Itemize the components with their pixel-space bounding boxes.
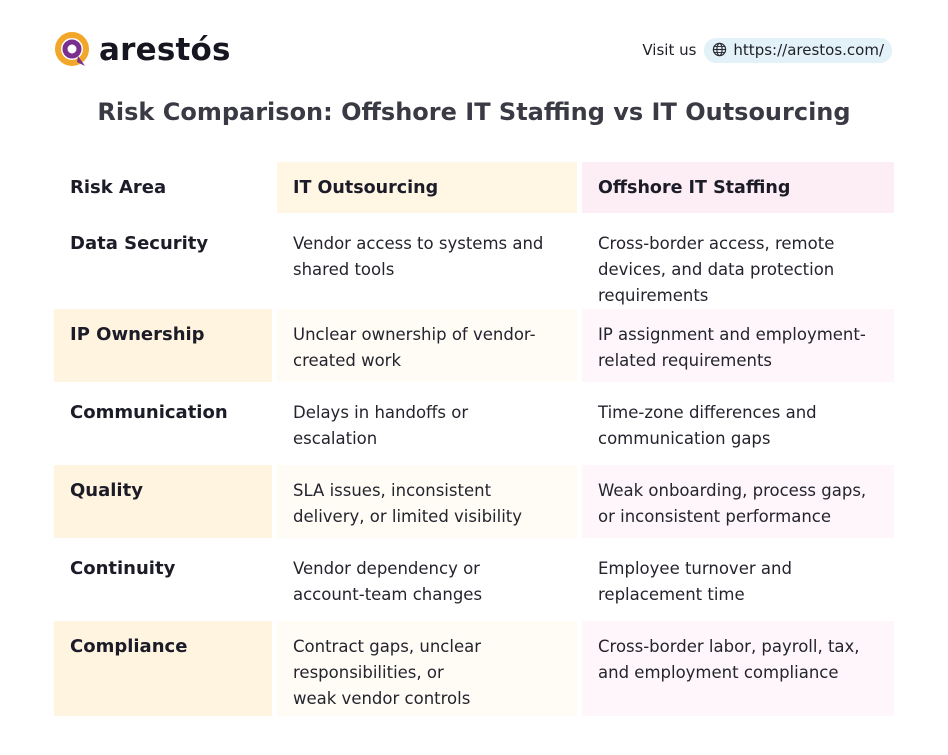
cell-line: Delays in handoffs or <box>293 403 469 422</box>
cell-line: delivery, or limited visibility <box>293 507 523 526</box>
cell-line: requirements <box>598 286 709 305</box>
staffing-cell: Cross-border access, remote devices, and … <box>582 218 894 305</box>
cell-line: escalation <box>293 429 378 448</box>
risk-area-cell: Compliance <box>54 621 272 716</box>
globe-icon <box>713 42 727 57</box>
cell-line: Contract gaps, unclear <box>293 637 481 656</box>
staffing-cell: Employee turnover and replacement time <box>582 543 894 616</box>
header-risk-area: Risk Area <box>54 162 272 213</box>
outsourcing-cell: Vendor dependency or account-team changes <box>277 543 577 616</box>
cell-line: created work <box>293 351 402 370</box>
cell-line: shared tools <box>293 260 395 279</box>
brand-name: arestós <box>99 31 231 68</box>
risk-area-cell: Continuity <box>70 558 176 579</box>
outsourcing-cell: Unclear ownership of vendor-created work <box>277 309 577 382</box>
outsourcing-cell: SLA issues, inconsistent delivery, or lim… <box>277 465 577 538</box>
cell-line: Cross-border access, remote <box>598 234 835 253</box>
header-it-outsourcing: IT Outsourcing <box>277 162 577 213</box>
staffing-cell: IP assignment and employment-related req… <box>582 309 894 382</box>
staffing-cell: Cross-border labor, payroll, tax, and emp… <box>582 621 894 716</box>
cell-line: devices, and data protection <box>598 260 835 279</box>
cell-line: or inconsistent performance <box>598 507 832 526</box>
website-url[interactable]: https://arestos.com/ <box>733 40 884 59</box>
cell-line: responsibilities, or <box>293 663 444 682</box>
header-offshore-staffing: Offshore IT Staffing <box>582 162 894 213</box>
cell-line: Unclear ownership of vendor- <box>293 325 536 344</box>
cell-line: Weak onboarding, process gaps, <box>598 481 867 500</box>
cell-line: communication gaps <box>598 429 771 448</box>
cell-line: weak vendor controls <box>293 689 471 708</box>
cell-line: Vendor access to systems and <box>293 234 544 253</box>
risk-area-cell: Data Security <box>70 233 209 254</box>
risk-area-cell: IP Ownership <box>54 309 272 382</box>
header: arestós Visit us https://arestos.com/ <box>54 28 892 72</box>
outsourcing-cell: Vendor access to systems and shared tools <box>277 218 577 304</box>
cell-line: and employment compliance <box>598 663 839 682</box>
page-title: Risk Comparison: Offshore IT Staffing vs… <box>97 98 851 126</box>
brand[interactable]: arestós <box>54 31 231 69</box>
cell-line: account-team changes <box>293 585 483 604</box>
cell-line: replacement time <box>598 585 745 604</box>
staffing-cell: Weak onboarding, process gaps, or inconsi… <box>582 465 894 538</box>
cell-line: Employee turnover and <box>598 559 792 578</box>
cell-line: SLA issues, inconsistent <box>293 481 492 500</box>
outsourcing-cell: Delays in handoffs or escalation <box>277 387 577 460</box>
cell-line: Vendor dependency or <box>293 559 480 578</box>
cell-line: Time-zone differences and <box>598 403 817 422</box>
cell-line: IP assignment and employment- <box>598 325 866 344</box>
cell-line: related requirements <box>598 351 773 370</box>
risk-area-cell: Communication <box>70 402 228 423</box>
visit-label: Visit us <box>642 41 697 59</box>
arestos-logo-icon <box>55 32 89 66</box>
outsourcing-cell: Contract gaps, unclear responsibilities, … <box>277 621 577 716</box>
cell-line: Cross-border labor, payroll, tax, <box>598 637 860 656</box>
comparison-table: Risk Area IT Outsourcing Offshore IT Sta… <box>54 162 894 716</box>
staffing-cell: Time-zone differences and communication g… <box>582 387 894 460</box>
risk-area-cell: Quality <box>54 465 272 538</box>
visit-us: Visit us https://arestos.com/ <box>642 37 892 63</box>
website-link[interactable]: https://arestos.com/ <box>704 37 892 63</box>
